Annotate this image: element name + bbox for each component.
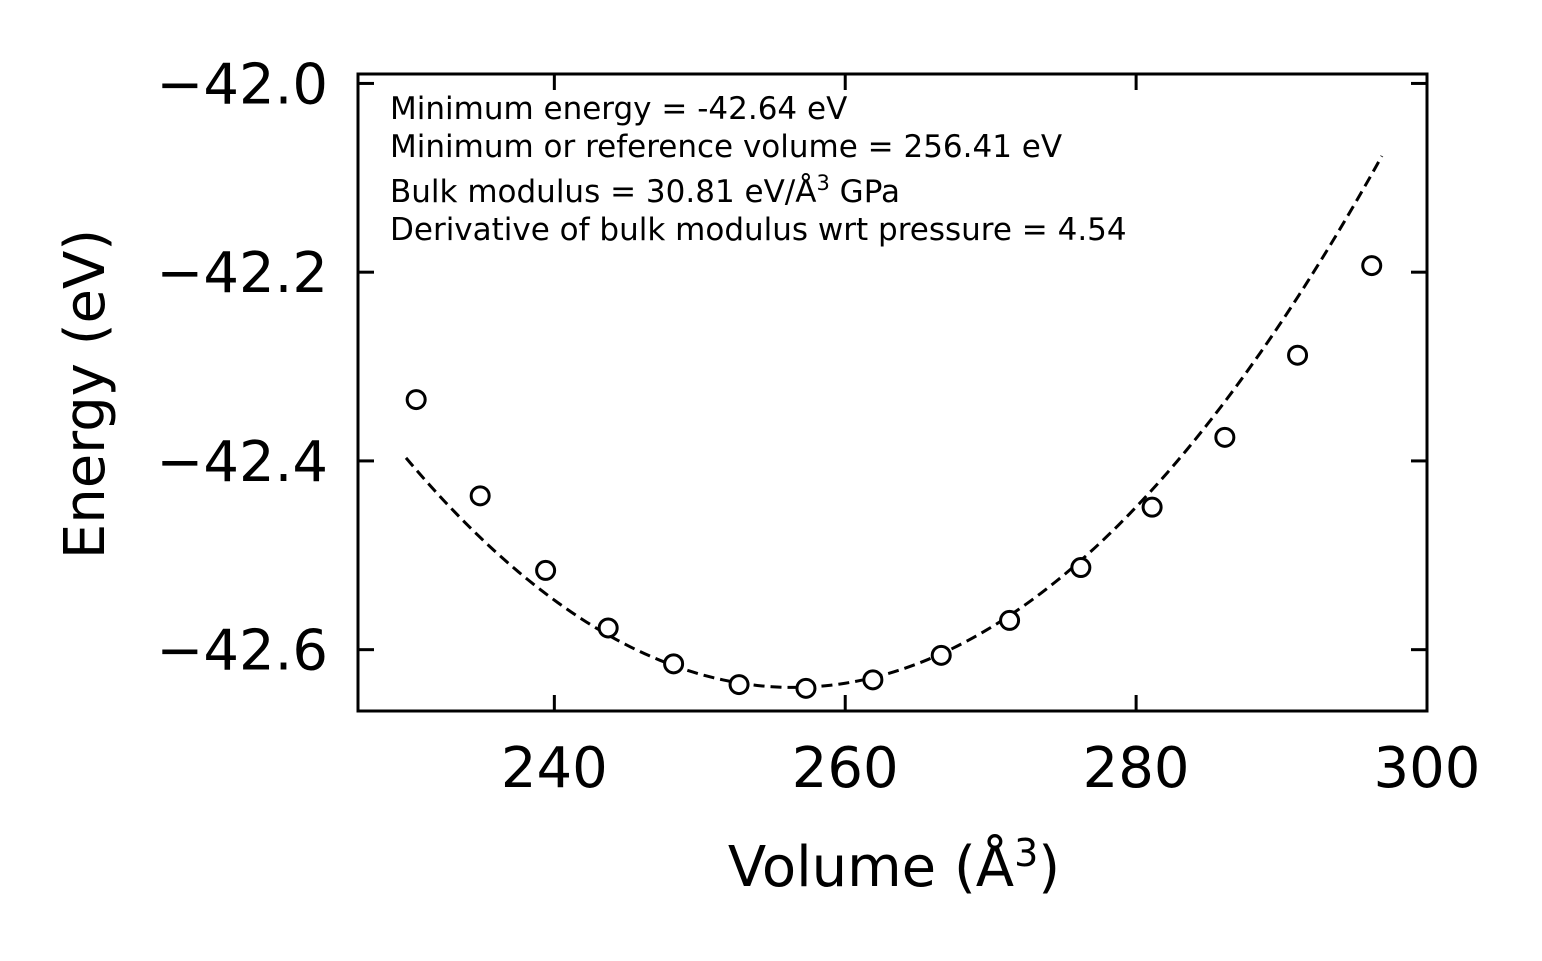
annotation-bulk-modulus-main: Bulk modulus = 30.81 eV/Å xyxy=(390,174,816,210)
data-point xyxy=(405,389,427,411)
data-point xyxy=(469,485,491,507)
data-point xyxy=(1361,255,1383,277)
tick-labels-layer: 240 260 280 300 −42.0 −42.2 −42.4 −42.6 xyxy=(156,52,1480,801)
x-axis-label-main: Volume (Å xyxy=(728,834,1014,900)
annotation-bulk-modulus-sup: 3 xyxy=(816,171,829,195)
annotation-min-energy: Minimum energy = -42.64 eV xyxy=(390,91,847,127)
annotation-bulk-modulus-unit: GPa xyxy=(830,174,900,210)
y-tick-label: −42.4 xyxy=(156,430,328,495)
y-tick-label: −42.0 xyxy=(156,52,328,117)
y-tick-label: −42.2 xyxy=(156,241,328,306)
x-tick-label: 280 xyxy=(1083,736,1190,801)
fit-curve-layer xyxy=(404,155,1384,689)
data-point xyxy=(663,653,685,675)
plot-frame xyxy=(356,72,1429,713)
data-point xyxy=(1287,344,1309,366)
data-point xyxy=(930,644,952,666)
x-axis-label-close: ) xyxy=(1038,835,1060,900)
data-point xyxy=(535,559,557,581)
data-point xyxy=(597,617,619,639)
annotation-min-volume: Minimum or reference volume = 256.41 eV xyxy=(390,129,1062,165)
data-point xyxy=(795,677,817,699)
data-point xyxy=(862,669,884,691)
data-points-layer xyxy=(405,255,1383,699)
fit-curve xyxy=(404,155,1384,689)
data-point xyxy=(1214,426,1236,448)
x-axis-label-sup: 3 xyxy=(1014,831,1038,875)
annotation-bulk-derivative: Derivative of bulk modulus wrt pressure … xyxy=(390,212,1127,248)
data-point xyxy=(1070,557,1092,579)
data-point xyxy=(1141,496,1163,518)
annotation-bulk-modulus: Bulk modulus = 30.81 eV/Å3 GPa xyxy=(390,171,900,210)
x-tick-label: 260 xyxy=(792,736,899,801)
data-point xyxy=(999,609,1021,631)
x-axis-label: Volume (Å3) xyxy=(728,831,1060,900)
ticks-layer xyxy=(358,74,1429,711)
x-tick-label: 300 xyxy=(1374,736,1481,801)
x-tick-label: 240 xyxy=(501,736,608,801)
data-point xyxy=(728,674,750,696)
y-axis-label: Energy (eV) xyxy=(53,229,118,559)
y-tick-label: −42.6 xyxy=(156,619,328,684)
